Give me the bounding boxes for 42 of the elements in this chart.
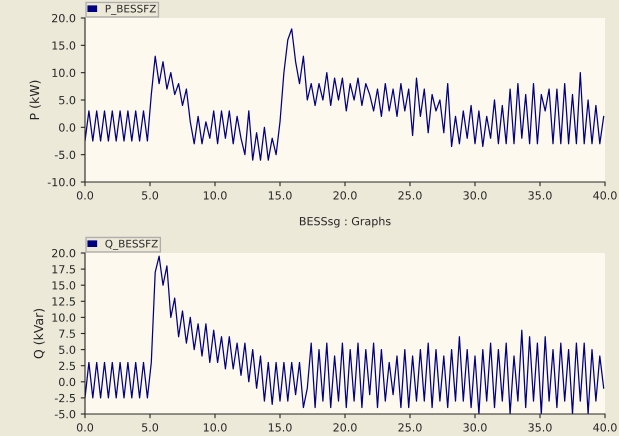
x-tick-label: 5.0 [142, 423, 158, 432]
y-tick-label: 12.5 [52, 297, 75, 306]
x-tick-label: 25.0 [398, 191, 422, 200]
y-tick-label: 20.0 [52, 14, 76, 22]
x-tick-label: 10.0 [204, 423, 227, 432]
y-tick-label: -5.0 [54, 410, 76, 418]
y-tick-label: -2.5 [54, 394, 76, 402]
x-tick-label: 25.0 [398, 423, 422, 432]
legend-label: Q_BESSFZ [105, 240, 158, 250]
y-tick-label: 20.0 [52, 248, 76, 258]
y-tick-label: 17.5 [52, 265, 75, 274]
y-axis-title: P (kW) [30, 80, 41, 120]
x-tick-label: 35.0 [528, 423, 552, 432]
y-tick-label: 0.0 [59, 123, 76, 132]
x-tick-label: 10.0 [204, 191, 227, 200]
x-tick-label: 30.0 [463, 191, 487, 200]
y-tick-label: 0.0 [59, 378, 76, 386]
x-tick-label: 0.0 [76, 191, 94, 200]
x-tick-label: 40.0 [593, 423, 617, 432]
y-tick-label: 10.0 [52, 68, 76, 78]
x-tick-label: 5.0 [142, 191, 158, 200]
y-tick-label: 7.5 [59, 330, 75, 338]
y-tick-label: 5.0 [59, 346, 76, 354]
y-tick-label: -5.0 [54, 150, 76, 160]
y-tick-label: 5.0 [59, 96, 76, 104]
y-tick-label: 15.0 [52, 41, 76, 50]
y-tick-label: -10.0 [48, 178, 76, 186]
x-tick-label: 20.0 [333, 423, 357, 432]
x-tick-label: 0.0 [76, 423, 94, 432]
y-tick-label: 10.0 [52, 313, 76, 322]
line-series [85, 28, 604, 161]
x-tick-label: 40.0 [593, 191, 617, 200]
x-tick-label: 15.0 [268, 191, 292, 200]
legend-label: P_BESSFZ [106, 4, 156, 15]
chart-title: BESSsg : Graphs [300, 216, 391, 228]
y-tick-label: 15.0 [52, 281, 76, 290]
x-tick-label: 35.0 [528, 191, 552, 200]
x-tick-label: 20.0 [333, 191, 357, 200]
x-tick-label: 30.0 [463, 423, 487, 432]
y-tick-label: 2.5 [59, 362, 75, 370]
x-tick-label: 15.0 [268, 423, 292, 432]
y-axis-title: Q (kVar) [34, 308, 45, 358]
